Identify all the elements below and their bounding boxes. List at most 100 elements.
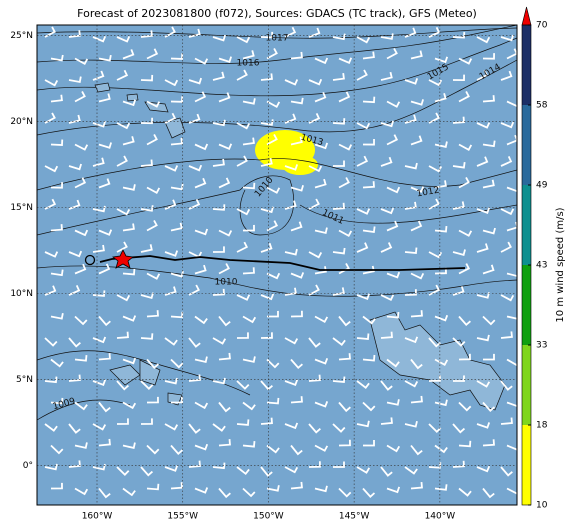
wind-barb [122, 401, 137, 410]
wind-barb [98, 93, 111, 103]
wind-barb [332, 160, 345, 167]
lat-tick-label: 10°N [10, 289, 33, 299]
wind-barb [404, 114, 417, 124]
wind-barb [314, 91, 327, 103]
wind-barb [92, 157, 105, 167]
wind-barb [338, 487, 352, 498]
wind-barb [194, 264, 207, 275]
isobar-label: 1016 [237, 59, 260, 69]
wind-barb [218, 92, 231, 103]
wind-barb [314, 178, 327, 189]
wind-barb [44, 337, 58, 347]
wind-barb [170, 53, 184, 60]
wind-barb [386, 399, 400, 406]
wind-barb [164, 465, 179, 472]
wind-barb [92, 35, 107, 43]
wind-barb [170, 96, 184, 103]
wind-barb [260, 158, 273, 167]
colorbar-segment [522, 265, 531, 345]
wind-barb [260, 242, 273, 253]
wind-barb [50, 313, 64, 320]
wind-barb [98, 54, 112, 62]
wind-barb [50, 182, 63, 189]
wind-barb [476, 422, 491, 429]
wind-barb [428, 112, 440, 124]
wind-barb [410, 50, 423, 60]
wind-barb [458, 487, 472, 497]
wind-barb [164, 250, 179, 257]
wind-barb [380, 242, 393, 253]
lon-tick-label: 150°W [253, 512, 284, 522]
wind-barb [68, 460, 81, 468]
wind-barb [482, 353, 495, 361]
wind-barb [308, 423, 321, 434]
wind-barb [332, 118, 346, 125]
wind-barb [284, 164, 299, 171]
wind-barb [458, 229, 473, 237]
wind-barb [74, 315, 88, 326]
wind-barb [170, 358, 184, 369]
wind-barb [476, 243, 489, 253]
colorbar-segment [522, 185, 531, 265]
wind-barb [506, 401, 517, 408]
lon-tick-label: 160°W [82, 512, 113, 522]
high-wind-area [282, 155, 318, 175]
wind-barb [140, 244, 153, 253]
wind-barb [140, 117, 154, 125]
wind-barb [218, 263, 230, 275]
wind-barb [452, 286, 465, 296]
wind-barb [194, 401, 209, 410]
wind-barb [50, 139, 64, 146]
wind-barb [506, 221, 517, 232]
wind-barb [92, 336, 107, 344]
wind-barb [284, 287, 297, 296]
colorbar-extension [521, 6, 532, 26]
wind-barb [212, 462, 226, 470]
wind-barb [68, 163, 82, 171]
wind-barb [476, 69, 489, 81]
wind-barb [266, 220, 279, 232]
wind-barb [284, 248, 298, 256]
wind-barb [44, 165, 59, 173]
wind-barb [188, 374, 201, 382]
wind-barb [308, 251, 323, 259]
wind-barb [236, 332, 249, 339]
wind-barb [338, 177, 350, 189]
wind-barb [188, 77, 203, 85]
wind-barb [50, 397, 64, 405]
wind-barb [290, 136, 303, 146]
wind-barb [212, 204, 226, 211]
wind-barb [458, 143, 473, 151]
wind-barb [356, 122, 371, 130]
wind-barb [410, 444, 423, 456]
wind-barb [194, 443, 209, 451]
wind-barb [452, 375, 465, 382]
wind-barb [482, 315, 496, 326]
wind-barb [356, 293, 371, 301]
wind-barb [434, 399, 448, 407]
wind-barb [314, 401, 329, 408]
wind-barb [458, 401, 472, 412]
wind-barb [338, 91, 351, 103]
wind-barb [434, 56, 449, 64]
wind-barb [308, 461, 321, 468]
wind-barb [236, 419, 250, 426]
wind-barb [434, 225, 448, 233]
wind-barb [140, 30, 153, 38]
wind-barb [194, 57, 209, 65]
wind-barb [308, 337, 321, 348]
lat-tick-label: 0° [23, 461, 33, 471]
wind-barb [500, 208, 515, 216]
colorbar-tick-label: 18 [536, 421, 548, 431]
wind-barb [458, 57, 473, 65]
wind-barb [50, 224, 63, 232]
wind-barb [116, 208, 131, 216]
wind-barb [476, 334, 490, 342]
wind-barb [242, 267, 255, 275]
wind-barb [284, 26, 297, 38]
wind-barb [164, 26, 176, 38]
wind-barb [122, 99, 137, 107]
colorbar-tick-label: 33 [536, 341, 547, 351]
wind-barb [164, 165, 179, 172]
wind-barb [98, 401, 111, 413]
